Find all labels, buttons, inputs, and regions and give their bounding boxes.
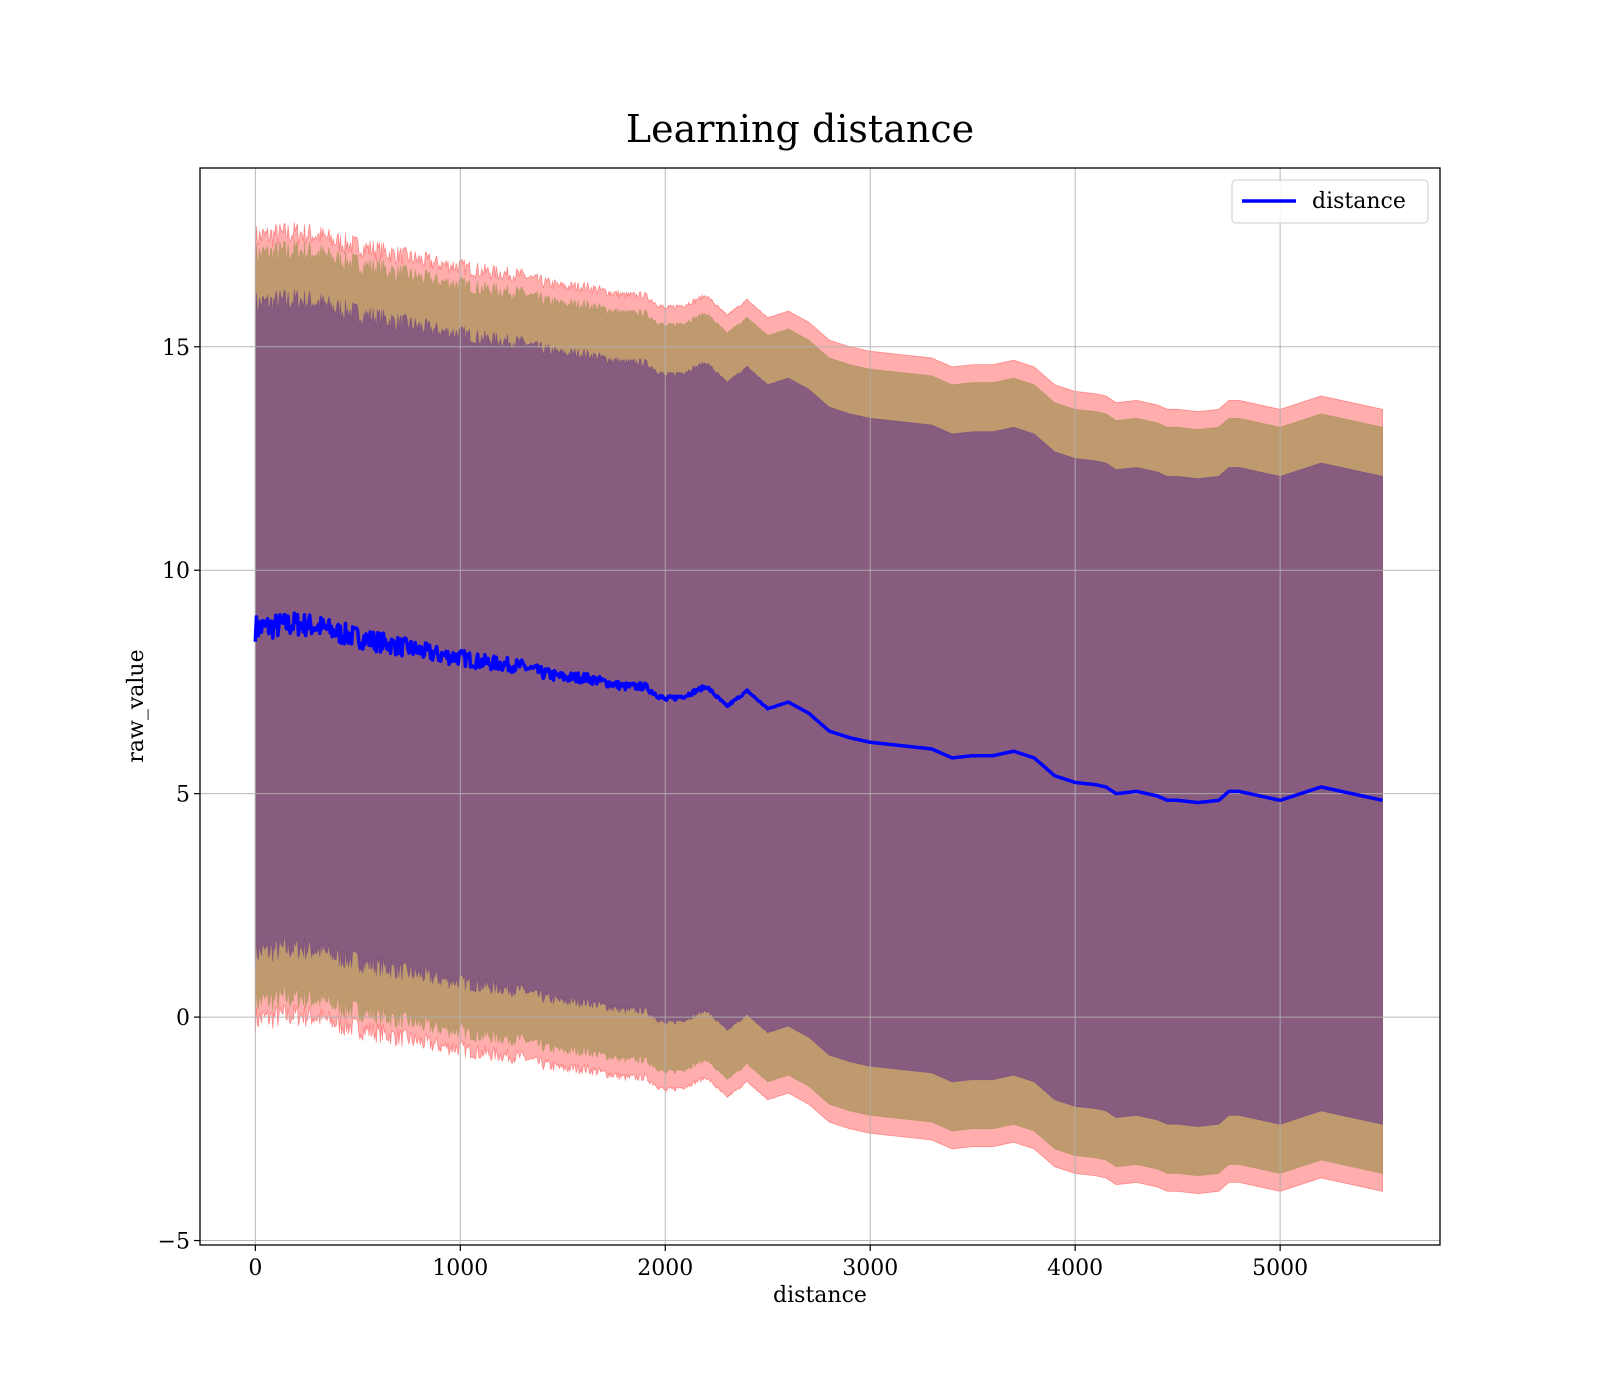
- x-axis-ticks: 0 1000 2000 3000 4000 5000: [248, 1245, 1308, 1281]
- grid-lines: [200, 168, 1440, 1245]
- y-tick-label: 15: [162, 336, 190, 361]
- y-tick-label: 10: [162, 559, 190, 584]
- legend-box: [1231, 179, 1429, 224]
- x-tick-label: 2000: [637, 1256, 693, 1281]
- legend: distance: [1231, 179, 1429, 224]
- y-tick-label: 0: [176, 1006, 190, 1031]
- x-tick-label: 3000: [842, 1256, 898, 1281]
- x-tick-label: 1000: [432, 1256, 488, 1281]
- legend-label-distance: distance: [1312, 189, 1406, 214]
- y-axis-title: raw_value: [124, 649, 149, 762]
- x-tick-label: 4000: [1047, 1256, 1103, 1281]
- y-axis-ticks: −5 0 5 10 15: [158, 336, 200, 1255]
- x-axis-title: distance: [773, 1283, 867, 1308]
- series-lines: [253, 611, 1384, 805]
- x-tick-label: 0: [248, 1256, 262, 1281]
- y-tick-label: 5: [176, 783, 190, 808]
- confidence-bands: [254, 222, 1383, 1195]
- chart-title: Learning distance: [626, 107, 974, 151]
- plot-area-frame: [199, 167, 1441, 1246]
- series-line-distance: [253, 611, 1384, 805]
- y-tick-label: −5: [158, 1230, 190, 1255]
- x-tick-label: 5000: [1252, 1256, 1308, 1281]
- band-inner: [254, 289, 1383, 1128]
